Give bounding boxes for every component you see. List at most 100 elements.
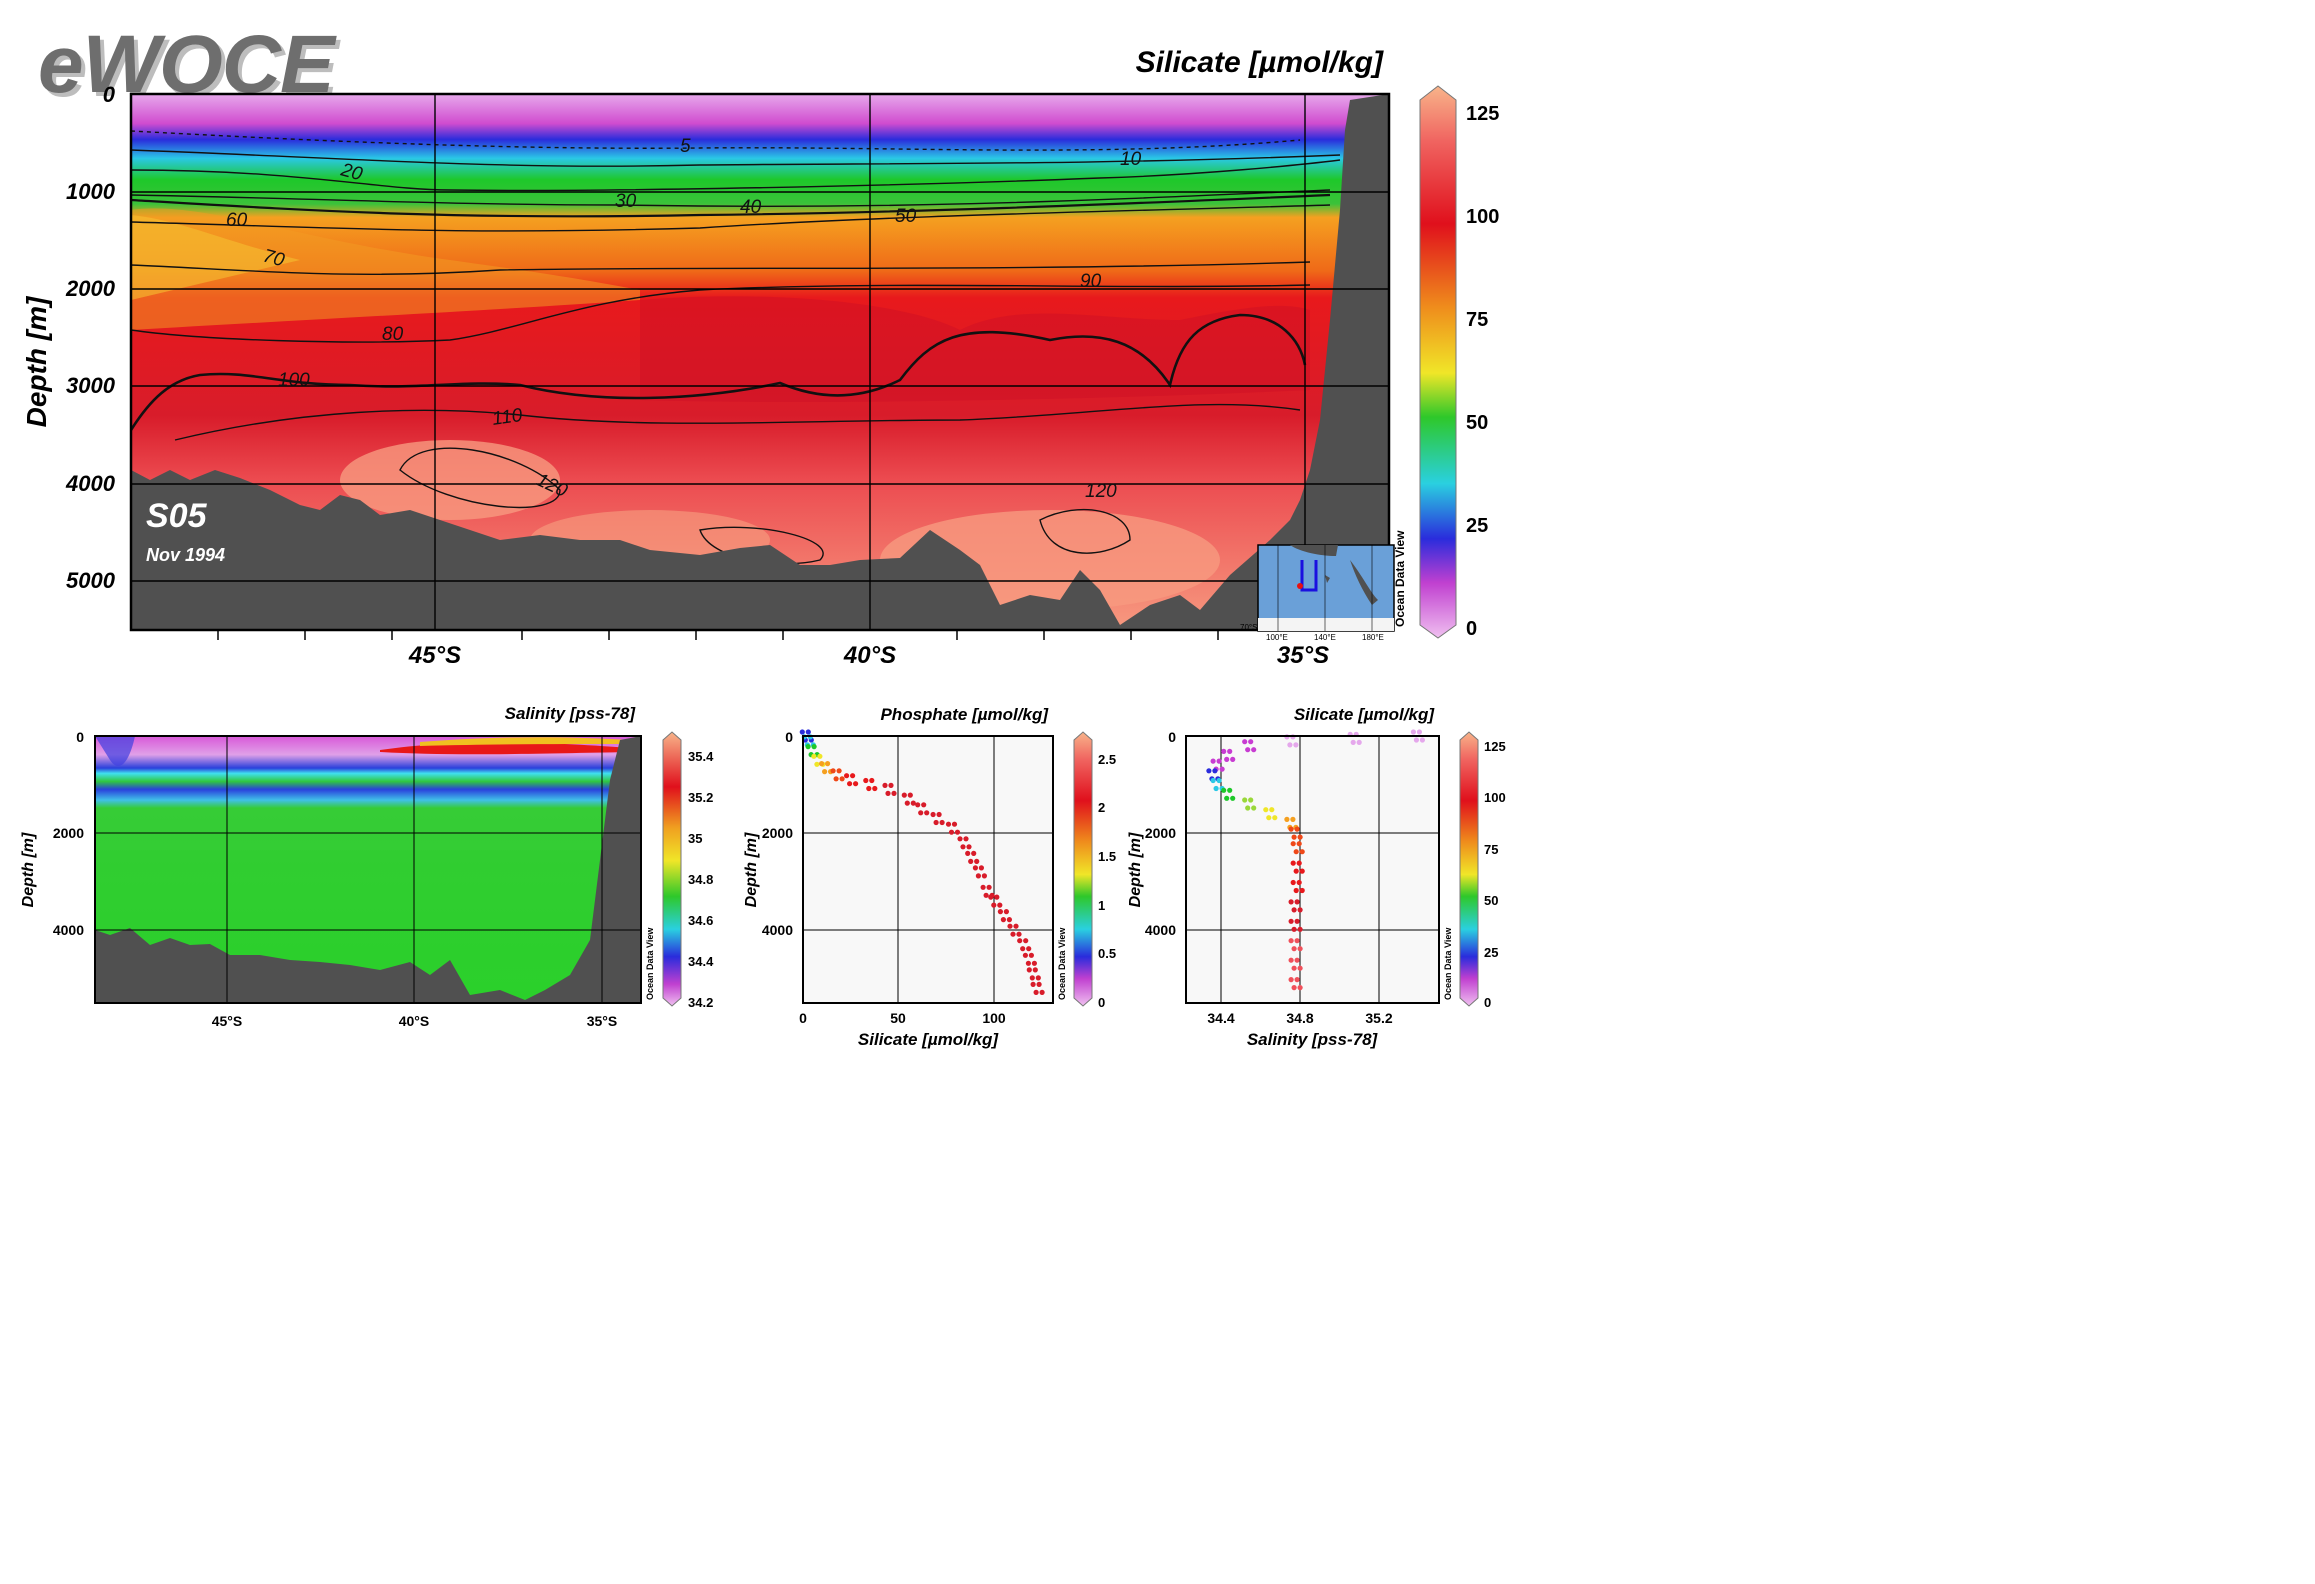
inset-lon-label: 140°E [1314,633,1336,642]
scatter-point [960,844,966,850]
x-tick-label: 45°S [212,1013,243,1029]
scatter-point [972,865,979,871]
colorbar-tick-label: 125 [1466,103,1499,125]
contour-label: 120 [1085,481,1117,502]
colorbar-tick-label: 50 [1484,893,1498,908]
scatter-point [1242,797,1248,803]
y-tick-label: 4000 [65,471,116,496]
scatter-point [948,829,955,835]
scatter-point [1294,938,1300,944]
silicate-x-axis-label: Salinity [pss-78] [1247,1030,1379,1049]
main-colorbar: 125 100 75 50 25 0 [1419,85,1499,640]
scatter-point [872,785,878,792]
y-tick-label: 0 [785,729,793,745]
scatter-point [963,836,969,842]
scatter-point [936,811,942,818]
scatter-point [957,836,963,842]
scatter-point [1210,758,1216,764]
colorbar-tick-label: 34.8 [688,872,713,887]
scatter-point [1013,923,1019,929]
colorbar-tick-label: 0 [1098,995,1105,1010]
main-chart-title: Silicate [µmol/kg] [1136,46,1384,79]
y-tick-label: 1000 [66,179,116,204]
scatter-point [869,777,875,784]
odv-credit: Ocean Data View [1393,530,1407,627]
scatter-point [891,790,897,797]
scatter-point [1293,742,1299,748]
scatter-point [1297,907,1303,913]
scatter-point [975,873,982,879]
colorbar-tick-label: 34.4 [688,954,714,969]
colorbar-tick-label: 125 [1484,739,1506,754]
y-tick-label: 2000 [1145,825,1176,841]
scatter-point [1230,795,1236,801]
y-tick-label: 2000 [65,276,116,301]
scatter-point [1299,868,1305,874]
contour-label: 30 [615,191,637,212]
scatter-point [1039,989,1045,996]
x-tick-label: 100 [982,1010,1006,1026]
colorbar-tick-label: 75 [1484,842,1498,857]
scatter-point [1007,923,1013,929]
colorbar-tick-label: 0 [1484,995,1491,1010]
scatter-point [910,800,916,806]
scatter-point [901,792,907,798]
scatter-point [1216,777,1222,784]
scatter-point [1356,739,1362,746]
colorbar-tick-label: 100 [1466,206,1499,228]
scatter-point [966,844,972,850]
x-tick-label: 35°S [1277,642,1329,669]
inset-lon-label: 180°E [1362,633,1384,642]
scatter-point [904,800,910,806]
colorbar-tick-label: 2 [1098,800,1105,815]
x-tick-label: 40°S [843,642,896,669]
scatter-point [1297,985,1303,991]
scatter-point [1029,975,1035,981]
inset-lon-label: 100°E [1266,633,1288,642]
colorbar-tick-label: 75 [1466,309,1488,331]
scatter-point [1413,737,1419,743]
colorbar-tick-label: 34.2 [688,995,713,1010]
scatter-point [1291,985,1297,991]
scatter-point [997,909,1004,915]
y-tick-label: 2000 [762,825,793,841]
scatter-point [1296,860,1302,866]
x-tick-label: 40°S [399,1013,430,1029]
scatter-point [1006,917,1013,923]
scatter-point [814,761,820,767]
main-x-ticks: 45°S 40°S 35°S [408,642,1329,669]
scatter-point [836,768,842,774]
scatter-point [1293,849,1299,855]
colorbar-tick-label: 25 [1484,945,1498,960]
section-id: S05 [146,497,208,535]
scatter-point [888,782,894,789]
colorbar-tick-label: 1 [1098,898,1105,913]
scatter-point [1030,981,1036,988]
scatter-point [819,761,825,767]
scatter-point [882,782,888,789]
scatter-point [1297,965,1303,971]
scatter-point [1272,815,1278,821]
contour-label: 50 [895,206,917,227]
scatter-point [1294,957,1300,963]
scatter-point [1221,748,1227,755]
colorbar-tick-label: 35.4 [688,749,714,764]
scatter-point [924,810,930,816]
contour-label: 80 [382,324,404,345]
scatter-point [1288,938,1294,944]
scatter-point [1248,797,1254,803]
contour-label: 60 [226,210,248,231]
scatter-point [825,761,831,767]
scatter-point [850,773,856,779]
scatter-point [839,776,845,782]
salinity-section-panel: 0 2000 4000 Depth [m] 45°S 40°S 35°S Sal… [20,704,714,1029]
scatter-point [1296,841,1302,847]
scatter-point [1224,795,1230,801]
phosphate-scatter-panel: 0 2000 4000 Depth [m] 0 50 100 Silicate … [743,705,1116,1049]
x-tick-label: 0 [799,1010,807,1026]
phosphate-scatter-points [799,729,1045,996]
scatter-point [1026,967,1032,973]
silicate-panel-title: Silicate [µmol/kg] [1294,705,1435,724]
scatter-point [1269,807,1275,813]
